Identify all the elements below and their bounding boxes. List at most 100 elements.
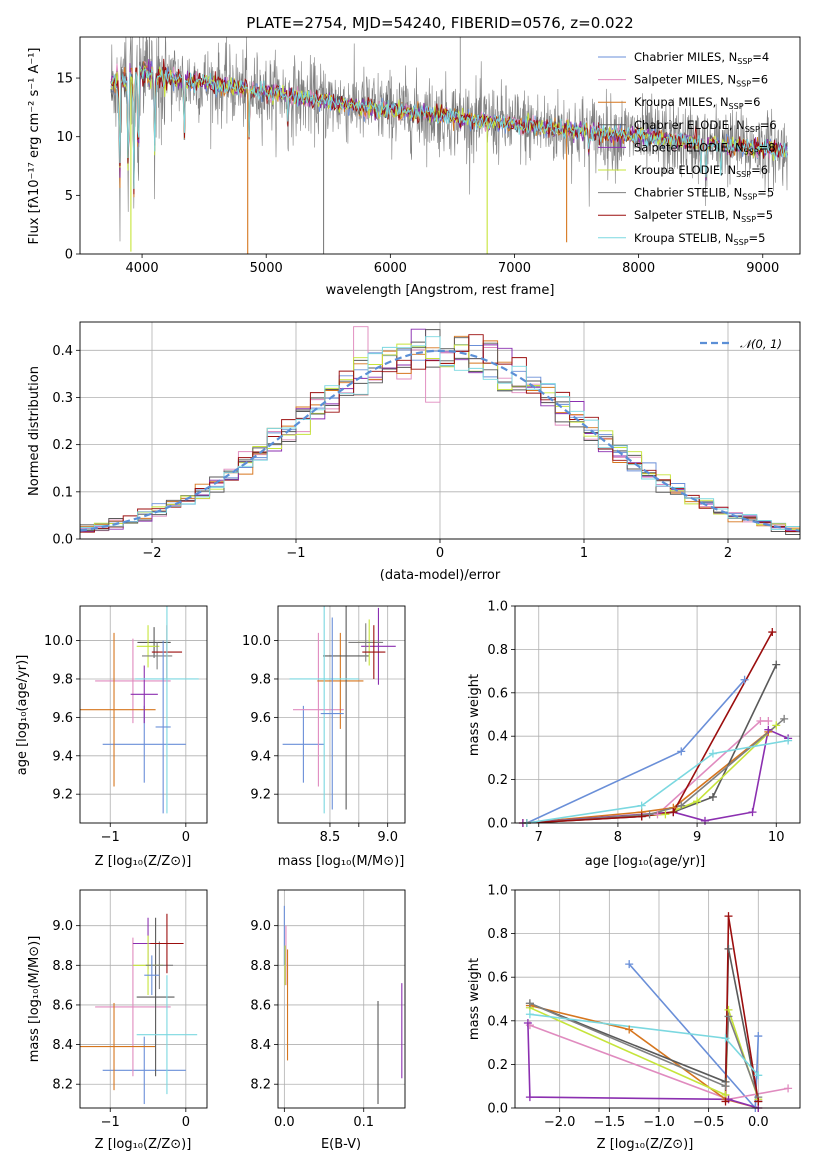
legend-label: Kroupa ELODIE, N <box>634 163 736 177</box>
y-tick-label: 1.0 <box>487 884 508 899</box>
massweight-point <box>772 721 781 730</box>
legend-subscript: SSP <box>736 170 751 179</box>
x-tick-label: 0.1 <box>353 1115 374 1130</box>
y-tick-label: 9.6 <box>52 711 73 726</box>
massweight-point <box>708 749 717 758</box>
y-tick-label: 9.8 <box>250 672 271 687</box>
x-tick-label: −1 <box>101 1115 120 1130</box>
y-tick-label: 0.2 <box>52 438 73 453</box>
mass-vs-metallicity-plot: −1 0 8.2 8.4 8.6 8.8 9.0 <box>52 889 208 1130</box>
legend-label: Chabrier STELIB, N <box>634 186 742 200</box>
legend-subscript: SSP <box>729 102 744 111</box>
spectrum-series-line <box>110 64 788 189</box>
spectrum-ylabel: Flux [fλ10⁻¹⁷ erg cm⁻² s⁻¹ A⁻¹] <box>27 48 42 245</box>
y-tick-label: 9.0 <box>250 919 271 934</box>
legend-subscript: SSP <box>742 193 757 202</box>
x-tick-label: 8.5 <box>320 830 341 845</box>
massZ-xlabel: Z [log₁₀(Z/Z⊙)] <box>95 1137 192 1152</box>
x-tick-label: 0 <box>182 1115 190 1130</box>
y-tick-label: 0.2 <box>487 1058 508 1073</box>
massweight-point <box>784 1084 793 1093</box>
grid-lines <box>278 606 405 823</box>
ageZ-xlabel: Z [log₁₀(Z/Z⊙)] <box>95 854 192 869</box>
y-tick-label: 15 <box>56 72 73 87</box>
massweight-point <box>754 1071 763 1080</box>
massweight-point <box>721 1034 730 1043</box>
grid-lines <box>80 890 207 1108</box>
plot-area <box>527 916 789 1108</box>
massweight-point <box>708 792 717 801</box>
y-tick-label: 8.4 <box>52 1038 73 1053</box>
y-tick-label: 9.0 <box>52 919 73 934</box>
legend-entry: Salpeter MILES, NSSP=6 <box>634 73 768 89</box>
legend-subscript: SSP <box>744 147 759 156</box>
massweight-point <box>740 675 749 684</box>
mwZ-xlabel: Z [log₁₀(Z/Z⊙)] <box>597 1137 694 1152</box>
mwAge-xlabel: age [log₁₀(age/yr)] <box>585 854 706 869</box>
age-vs-mass-plot: 8.5 9.0 9.2 9.4 9.6 9.8 10.0 <box>242 605 406 845</box>
axes-frame <box>277 889 406 1109</box>
legend-label: Chabrier ELODIE, N <box>634 118 745 132</box>
axes-frame <box>514 605 801 824</box>
massweight-series-line <box>526 631 774 823</box>
x-tick-label: −1 <box>101 830 120 845</box>
y-tick-label: 10.0 <box>44 634 73 649</box>
x-tick-label: −1.5 <box>594 1115 626 1130</box>
y-tick-label: 8.2 <box>52 1078 73 1093</box>
spectrum-xlabel: wavelength [Angstrom, rest frame] <box>326 283 555 298</box>
massweight-point <box>625 960 634 969</box>
residual-histogram-plot: −2 −1 0 1 2 0.0 0.1 0.2 0.3 0.4 𝒩(0, 1) <box>52 321 801 561</box>
massweight-point <box>772 660 781 669</box>
plot-area <box>283 905 403 1105</box>
y-tick-label: 0.0 <box>52 533 73 548</box>
axes-frame <box>79 889 208 1109</box>
x-tick-label: −2.0 <box>544 1115 576 1130</box>
axes-frame <box>79 321 801 540</box>
x-tick-label: −1 <box>286 546 305 561</box>
massweight-series-line <box>522 731 769 823</box>
histogram-ylabel: Normed distribution <box>27 366 42 496</box>
legend-label: Salpeter STELIB, N <box>634 208 741 222</box>
massweight-point <box>748 808 757 817</box>
massweight-series-line <box>522 728 789 823</box>
x-tick-label: 7000 <box>498 261 531 276</box>
histogram-xlabel: (data-model)/error <box>380 568 501 583</box>
x-tick-label: 1 <box>580 546 588 561</box>
legend-count: =6 <box>751 163 768 177</box>
massweight-series-line <box>526 718 785 823</box>
y-tick-label: 9.2 <box>250 788 271 803</box>
legend-label: Kroupa MILES, N <box>634 95 729 109</box>
legend-subscript: SSP <box>745 125 760 134</box>
legend-count: =8 <box>759 140 776 154</box>
y-tick-label: 0.3 <box>52 391 73 406</box>
x-tick-label: 0.0 <box>748 1115 769 1130</box>
massweight-series-line <box>628 963 760 1108</box>
plot-area <box>80 913 198 1105</box>
y-tick-label: 9.4 <box>52 749 73 764</box>
massweight-series-line <box>526 739 789 823</box>
massweight-point <box>637 812 646 821</box>
massweight-point <box>756 717 765 726</box>
y-tick-label: 0.4 <box>487 730 508 745</box>
y-tick-label: 9.2 <box>52 788 73 803</box>
y-tick-label: 0.1 <box>52 485 73 500</box>
legend-subscript: SSP <box>741 215 756 224</box>
x-tick-label: 7 <box>535 830 543 845</box>
massweight-point <box>661 810 670 819</box>
y-tick-label: 0.4 <box>52 344 73 359</box>
massweight-point <box>724 944 733 953</box>
spectrum-plot: 4000 5000 6000 7000 8000 9000 0 5 10 15 Chabrier M… <box>56 36 801 276</box>
y-tick-label: 10 <box>56 130 73 145</box>
massweight-point <box>677 801 686 810</box>
y-tick-label: 0.8 <box>487 927 508 942</box>
x-tick-label: −0.5 <box>693 1115 725 1130</box>
grid-lines <box>278 890 405 1108</box>
plot-area <box>110 37 788 254</box>
legend-label: Salpeter ELODIE, N <box>634 140 744 154</box>
legend-entry: Chabrier STELIB, NSSP=5 <box>634 186 774 202</box>
x-tick-label: 6000 <box>374 261 407 276</box>
massweight-point <box>754 1032 763 1041</box>
legend-count: =6 <box>751 73 768 87</box>
